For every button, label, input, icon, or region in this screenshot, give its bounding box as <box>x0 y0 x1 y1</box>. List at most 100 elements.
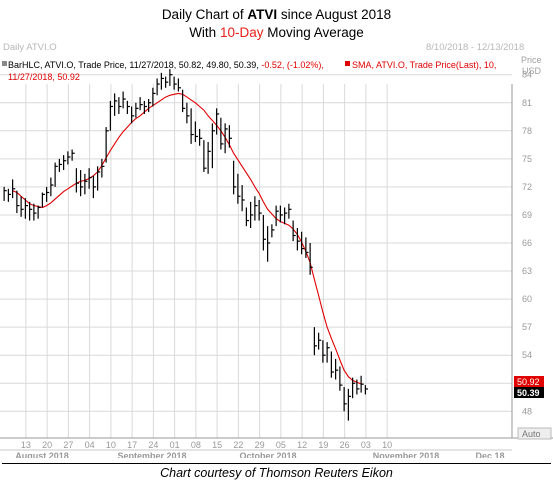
hlc-bar <box>24 198 28 219</box>
hlc-bar <box>326 342 330 363</box>
hlc-bar <box>122 91 126 109</box>
hlc-bar <box>267 226 271 262</box>
close-value-text: 50.39 <box>517 388 540 398</box>
price-chart: Daily ATVI.O 8/10/2018 - 12/13/2018 Pric… <box>0 40 553 458</box>
x-tick-label: 26 <box>340 440 350 450</box>
hlc-bar <box>186 102 190 124</box>
hlc-bar <box>67 151 71 165</box>
hlc-bar <box>3 186 7 201</box>
hlc-bar <box>322 340 326 363</box>
hlc-bar <box>216 108 220 135</box>
x-tick-label: 01 <box>170 440 180 450</box>
sma-series <box>12 92 362 385</box>
hlc-bar <box>301 231 305 255</box>
hlc-bar <box>88 168 92 189</box>
hlc-bar <box>58 158 62 172</box>
hlc-bar <box>228 125 232 148</box>
x-axis-labels: 13 20 27 04 10 17 24 01 08 15 22 29 05 12 19 26 03 10 Augu… <box>15 440 504 458</box>
y-tick-label: 48 <box>522 406 532 416</box>
x-tick-label: 03 <box>361 440 371 450</box>
auto-scale-label: Auto <box>522 429 541 439</box>
title-prefix: Daily Chart of <box>161 7 248 22</box>
hlc-bar <box>190 108 194 144</box>
hlc-bar <box>7 188 11 202</box>
x-tick-label: 19 <box>318 440 328 450</box>
x-tick-label: 27 <box>63 440 73 450</box>
y-tick-label: 78 <box>522 126 532 136</box>
legend-sma: SMA, ATVI.O, Trade Price(Last), 10, <box>352 60 496 70</box>
hlc-bar <box>143 100 147 114</box>
x-tick-label: 15 <box>212 440 222 450</box>
chart-title-line-1: Daily Chart of ATVI since August 2018 <box>0 6 553 24</box>
auto-scale-button[interactable] <box>517 427 552 440</box>
hlc-bar <box>347 388 351 421</box>
month-label: Dec 18 <box>475 451 504 458</box>
hlc-bar <box>84 173 88 195</box>
legend-sma-value: 11/27/2018, 50.92 <box>8 72 80 82</box>
currency-label: USD <box>522 66 542 76</box>
title-ticker: ATVI <box>247 7 278 22</box>
y-tick-label: 72 <box>522 182 532 192</box>
hlc-bar <box>224 123 228 154</box>
hlc-bar <box>364 385 368 395</box>
hlc-bar <box>182 89 186 113</box>
hlc-bar <box>262 214 266 251</box>
hlc-bar <box>250 201 254 229</box>
hlc-bar <box>339 366 343 391</box>
x-tick-label: 22 <box>233 440 243 450</box>
hlc-bar <box>211 123 215 169</box>
x-tick-label: 20 <box>42 440 52 450</box>
legend-bar-change: -0.52, (-1.02%), <box>261 60 324 70</box>
hlc-bar <box>254 196 258 221</box>
grid <box>0 74 512 438</box>
chart-background <box>0 40 553 458</box>
hlc-bar <box>203 140 207 172</box>
hlc-bar <box>126 100 130 114</box>
subtitle-highlight: 10-Day <box>219 25 264 40</box>
hlc-bar <box>284 207 288 225</box>
sma-value-text: 50.92 <box>517 377 540 387</box>
hlc-bar <box>296 228 300 251</box>
hlc-bar <box>156 78 160 96</box>
hlc-bar <box>313 327 317 356</box>
month-label: November 2018 <box>373 451 440 458</box>
hlc-bar <box>75 168 79 193</box>
month-label: October 2018 <box>239 451 296 458</box>
hlc-bar <box>105 127 109 163</box>
title-suffix: since August 2018 <box>277 7 392 22</box>
barhlc-series <box>3 69 368 421</box>
hlc-bar <box>241 185 245 212</box>
sma-value-tag <box>514 376 544 387</box>
chart-title-line-2: With 10-Day Moving Average <box>0 24 553 42</box>
hlc-bar <box>165 76 169 88</box>
y-tick-label: 75 <box>522 154 532 164</box>
hlc-bar <box>237 173 241 204</box>
subtitle-prefix: With <box>189 25 220 40</box>
hlc-bar <box>356 379 360 395</box>
hlc-bar <box>16 190 20 214</box>
sma-line <box>12 92 362 385</box>
hlc-bar <box>63 155 67 171</box>
panel-date-range: 8/10/2018 - 12/13/2018 <box>426 42 524 53</box>
hlc-bar <box>352 377 356 399</box>
x-tick-label: 17 <box>127 440 137 450</box>
hlc-bar <box>20 196 24 217</box>
hlc-bar <box>288 203 292 219</box>
legend-bar-text: BarHLC, ATVI.O, Trade Price, 11/27/2018,… <box>8 60 261 70</box>
legend-bar: BarHLC, ATVI.O, Trade Price, 11/27/2018,… <box>8 60 324 70</box>
hlc-bar <box>54 162 58 187</box>
chart-caption: Chart courtesy of Thomson Reuters Eikon <box>160 466 393 480</box>
month-label: September 2018 <box>117 451 186 458</box>
y-tick-label: 63 <box>522 266 532 276</box>
hlc-bar <box>207 142 211 174</box>
y-tick-label: 69 <box>522 210 532 220</box>
hlc-bar <box>177 78 181 92</box>
y-tick-label: 81 <box>522 98 532 108</box>
hlc-bar <box>245 207 249 227</box>
caption-rule <box>2 463 551 464</box>
hlc-bar <box>220 117 224 150</box>
hlc-bar <box>92 175 96 199</box>
hlc-bar <box>46 186 50 202</box>
hlc-bar <box>41 192 45 208</box>
hlc-bar <box>80 170 84 197</box>
